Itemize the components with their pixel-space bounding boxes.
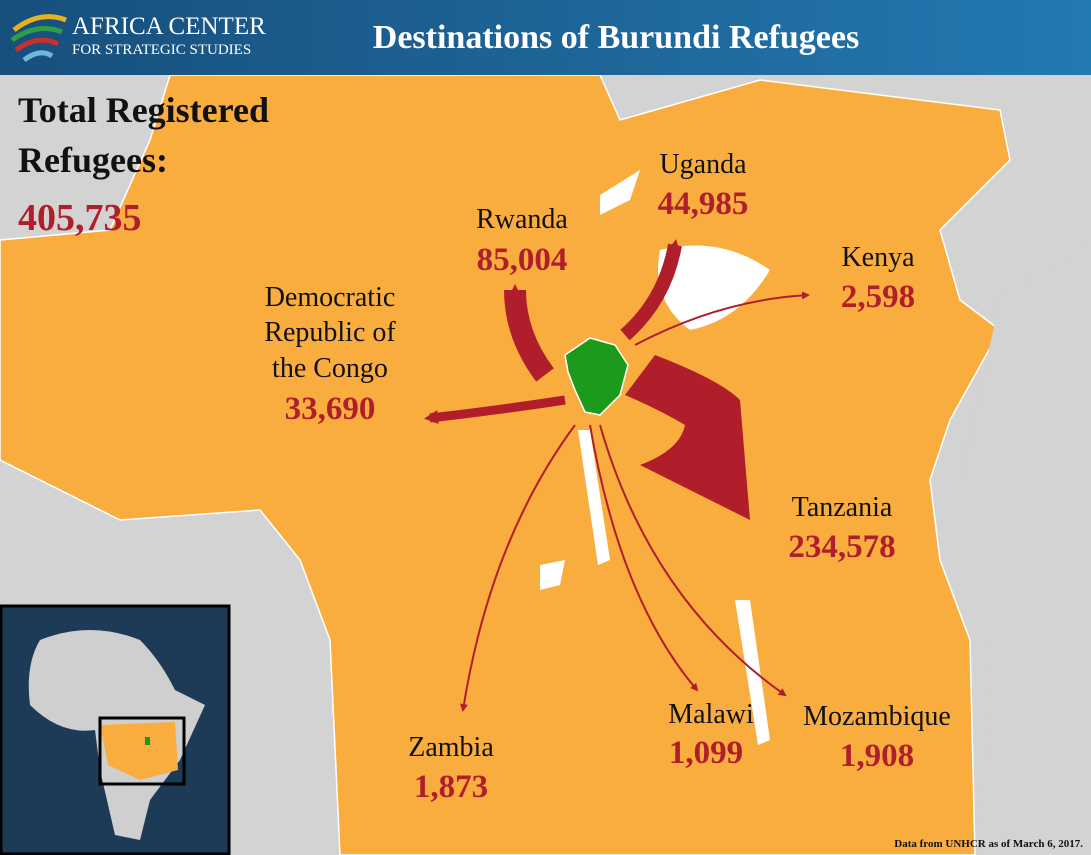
total-value: 405,735	[18, 197, 142, 239]
total-label: Total Registered	[18, 90, 269, 130]
refugee-count: 44,985	[658, 186, 749, 222]
refugee-count: 2,598	[841, 279, 915, 315]
header-bar	[0, 0, 1091, 75]
total-label: Refugees:	[18, 140, 168, 180]
refugee-count: 85,004	[477, 242, 568, 278]
country-name: Malawi	[668, 699, 754, 730]
refugee-count: 1,908	[840, 738, 914, 774]
country-name: Rwanda	[476, 204, 568, 235]
flow-arrows	[424, 239, 810, 712]
refugee-count: 234,578	[788, 529, 895, 565]
country-name: Republic of	[264, 317, 396, 348]
country-name: the Congo	[272, 353, 388, 384]
refugee-count: 1,099	[669, 735, 743, 771]
country-name: Zambia	[408, 732, 494, 763]
country-name: Tanzania	[792, 492, 893, 523]
country-name: Kenya	[841, 242, 915, 273]
country-name: Uganda	[659, 149, 747, 180]
refugee-count: 33,690	[285, 391, 376, 427]
title: Destinations of Burundi Refugees	[373, 19, 859, 56]
logo-subtext: FOR STRATEGIC STUDIES	[72, 42, 251, 58]
refugee-count: 1,873	[414, 769, 488, 805]
lakes	[540, 170, 1091, 855]
country-name: Mozambique	[803, 701, 951, 732]
country-name: Democratic	[265, 282, 396, 313]
logo-mark	[10, 14, 67, 63]
inset-map	[0, 604, 231, 855]
logo-text: AFRICA CENTER	[72, 13, 266, 40]
source-note: Data from UNHCR as of March 6, 2017.	[894, 838, 1083, 850]
burundi	[564, 337, 629, 416]
